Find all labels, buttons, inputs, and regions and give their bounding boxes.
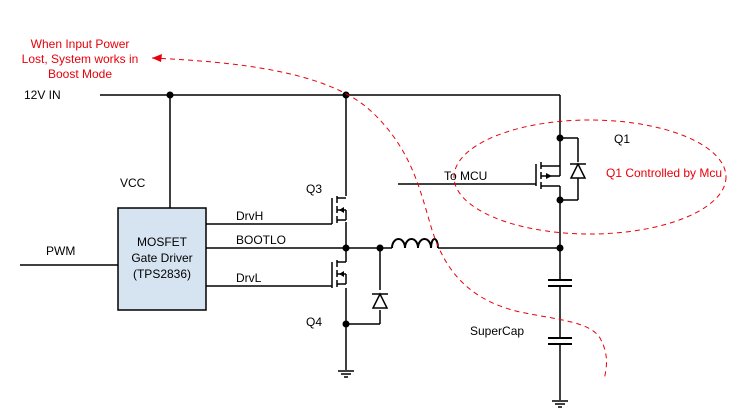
ground-symbol-left <box>338 370 354 378</box>
boost-note-line2: Lost, System works in <box>22 52 139 66</box>
q4-mosfet <box>331 260 347 288</box>
q3-label: Q3 <box>306 182 322 196</box>
q1-arrow <box>546 173 552 179</box>
supercap-capacitors <box>548 279 572 345</box>
gate-driver-line2: Gate Driver <box>131 251 192 265</box>
boost-note-line1: When Input Power <box>31 37 130 51</box>
drvl-label: DrvL <box>236 271 262 285</box>
pwm-label: PWM <box>46 244 75 258</box>
supply-label: 12V IN <box>24 88 61 102</box>
freewheel-diode <box>371 292 389 309</box>
q4-label: Q4 <box>306 315 322 329</box>
gate-driver: MOSFET Gate Driver (TPS2836) <box>117 207 207 311</box>
vcc-label: VCC <box>120 176 146 190</box>
q4-arrow <box>339 271 344 277</box>
supercap-label: SuperCap <box>470 324 524 338</box>
boost-note-line3: Boost Mode <box>48 67 112 81</box>
q1-control-annotation: Q1 Controlled by Mcu <box>453 119 727 235</box>
junction-dots <box>166 91 564 328</box>
boost-mode-annotation: When Input Power Lost, System works in B… <box>22 37 607 381</box>
gate-driver-box <box>117 207 207 311</box>
drvh-label: DrvH <box>236 209 263 223</box>
q1-dashed-ellipse <box>453 119 727 235</box>
q1-label: Q1 <box>614 132 630 146</box>
q1-note: Q1 Controlled by Mcu <box>606 166 722 180</box>
q3-mosfet <box>331 196 347 224</box>
q1-mosfet <box>535 162 561 189</box>
q3-arrow <box>339 207 344 213</box>
wires <box>20 94 579 400</box>
inductor <box>391 238 439 249</box>
gate-driver-line3: (TPS2836) <box>133 267 191 281</box>
ground-symbol-right <box>552 400 568 408</box>
gate-driver-line1: MOSFET <box>137 235 188 249</box>
to-mcu-label: To MCU <box>444 169 487 183</box>
q1-diode <box>569 162 587 179</box>
boost-mode-arrowhead <box>152 54 162 62</box>
boost-mode-dashed-path <box>151 57 607 381</box>
bootlo-label: BOOTLO <box>236 233 286 247</box>
